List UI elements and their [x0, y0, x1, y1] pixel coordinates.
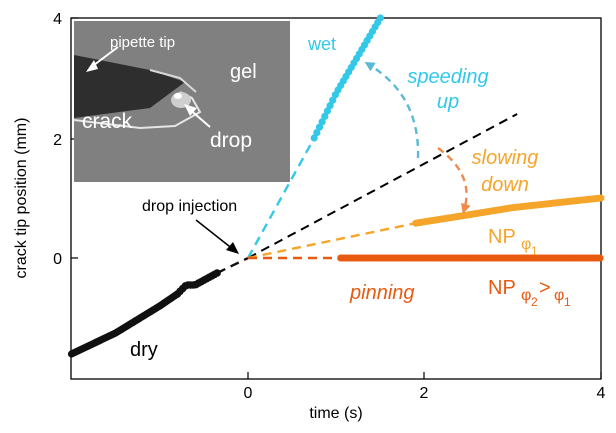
y-tick-label: 4: [53, 11, 62, 28]
series-np1: [247, 194, 605, 260]
data-point-wet: [326, 102, 334, 110]
series-np2: [248, 254, 604, 262]
svg-text:φ: φ: [521, 287, 531, 304]
data-point-wet: [310, 134, 318, 142]
dry-dashed-segment: [216, 256, 249, 275]
speeding-up-arrow: [364, 61, 420, 159]
data-point-np2: [596, 254, 604, 262]
inset-label-drop: drop: [210, 129, 252, 152]
data-point-wet: [321, 112, 329, 120]
y-tick-label: 2: [53, 132, 62, 149]
data-point-wet: [376, 14, 384, 22]
annotation-drop-injection: drop injection: [142, 198, 237, 215]
inset-micrograph: pipette tip gel crack drop: [73, 21, 290, 182]
wet-dashed-segment: [246, 137, 316, 259]
np1-dashed-segment: [247, 222, 416, 260]
reference-dashed-line: [247, 113, 518, 259]
y-axis-label: crack tip position (mm): [13, 118, 30, 279]
inset-label-crack: crack: [82, 110, 133, 133]
data-point-wet: [318, 118, 326, 126]
y-tick-label: 0: [53, 251, 62, 268]
svg-text:1: 1: [531, 244, 538, 258]
svg-text:NP: NP: [488, 226, 516, 248]
series-dry: [67, 256, 249, 358]
data-point-wet: [329, 96, 337, 104]
slowing-down-arrow: [437, 147, 471, 214]
annotation-wet: wet: [307, 34, 336, 54]
drop-injection-pointer: [195, 219, 235, 251]
annotation-dry: dry: [130, 339, 158, 361]
svg-text:>: >: [539, 277, 551, 299]
label-np-phi2-gt-phi1: NP φ 2 > φ 1: [488, 277, 571, 309]
inset-label-gel: gel: [230, 61, 257, 83]
svg-text:1: 1: [564, 295, 571, 309]
annotation-slowing: slowing: [472, 147, 539, 169]
x-tick-label: 2: [420, 385, 429, 402]
data-point-wet: [313, 129, 321, 137]
annotation-pinning: pinning: [349, 282, 415, 304]
data-point-wet: [315, 123, 324, 131]
x-axis-label: time (s): [309, 405, 362, 422]
svg-text:φ: φ: [554, 287, 564, 304]
svg-text:2: 2: [531, 295, 538, 309]
inset-label-pipette-tip: pipette tip: [110, 34, 175, 51]
data-point-wet: [323, 107, 332, 115]
annotation-down: down: [481, 174, 529, 196]
svg-text:NP: NP: [488, 277, 516, 299]
annotation-speeding: speeding: [407, 66, 488, 88]
drop-injection-arrowhead: [226, 242, 239, 254]
x-tick-label: 0: [244, 385, 253, 402]
svg-text:φ: φ: [521, 236, 531, 253]
series-wet: [246, 14, 384, 259]
label-np-phi1: NP φ 1: [488, 226, 538, 258]
annotation-up: up: [437, 91, 459, 113]
x-tick-label: 4: [597, 385, 606, 402]
data-point-np1: [597, 194, 605, 202]
